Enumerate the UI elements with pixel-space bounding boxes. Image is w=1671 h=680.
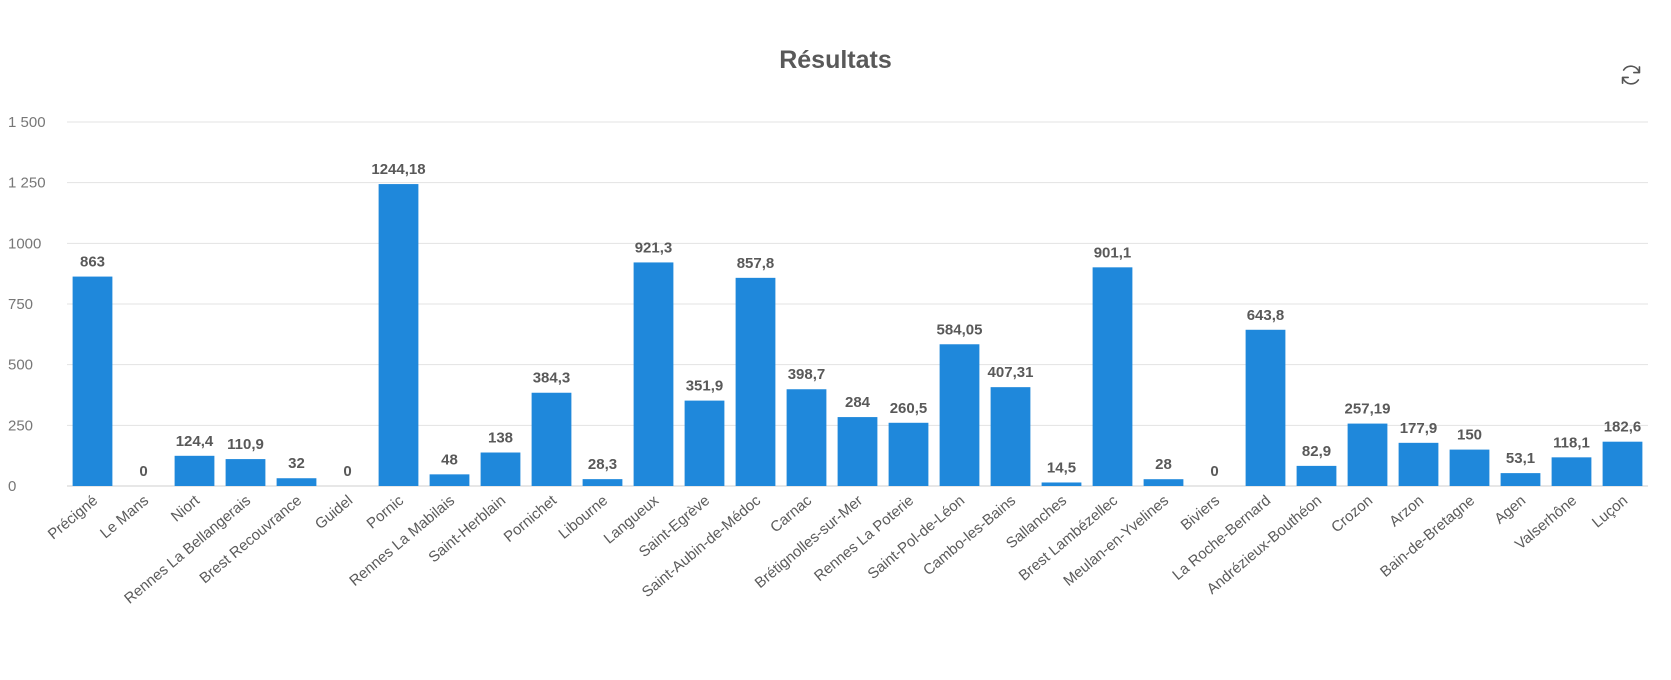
y-tick-label: 1 250 (8, 175, 46, 192)
data-label: 110,9 (227, 436, 264, 453)
data-label: 257,19 (1345, 401, 1391, 418)
y-tick-label: 1000 (8, 235, 41, 252)
bar[interactable] (1143, 479, 1184, 486)
y-tick-label: 500 (8, 357, 33, 374)
x-tick-label: Crozon (1328, 492, 1376, 536)
x-tick-label: Le Mans (97, 492, 152, 542)
x-tick-label: Agen (1491, 492, 1529, 528)
bar[interactable] (1245, 329, 1286, 486)
chart-title: Résultats (779, 46, 892, 74)
x-tick-label: Biviers (1178, 492, 1223, 534)
bar[interactable] (174, 455, 215, 486)
refresh-button[interactable] (1616, 60, 1646, 90)
bar[interactable] (1092, 267, 1133, 486)
x-tick-label: Niort (168, 492, 204, 526)
x-tick-label: Bain-de-Bretagne (1377, 492, 1478, 581)
bar[interactable] (735, 277, 776, 486)
y-tick-label: 1 500 (8, 114, 46, 131)
bar[interactable] (531, 392, 572, 486)
data-label: 48 (441, 451, 458, 468)
bar[interactable] (72, 276, 113, 486)
bar[interactable] (837, 417, 878, 486)
bar[interactable] (1041, 482, 1082, 486)
data-label: 857,8 (737, 255, 775, 272)
data-label: 182,6 (1604, 419, 1642, 436)
data-label: 150 (1457, 427, 1482, 444)
data-label: 53,1 (1506, 450, 1535, 467)
data-label: 260,5 (890, 400, 928, 417)
data-label: 407,31 (988, 364, 1034, 381)
data-label: 351,9 (686, 378, 724, 395)
bar[interactable] (1296, 465, 1337, 486)
bar[interactable] (1347, 423, 1388, 486)
x-tick-label: Carnac (767, 492, 815, 536)
data-label: 14,5 (1047, 459, 1076, 476)
bar[interactable] (429, 474, 470, 486)
y-tick-label: 0 (8, 478, 16, 495)
bar[interactable] (939, 344, 980, 486)
data-label: 0 (343, 463, 351, 480)
data-label: 921,3 (635, 239, 673, 256)
x-tick-label: Cambo-les-Bains (920, 492, 1019, 579)
x-tick-label: Pornic (364, 492, 408, 533)
bar[interactable] (684, 400, 725, 486)
x-tick-label: Luçon (1589, 492, 1631, 531)
y-tick-label: 250 (8, 417, 33, 434)
bar[interactable] (1602, 441, 1643, 486)
data-label: 863 (80, 254, 105, 271)
data-label: 901,1 (1094, 244, 1132, 261)
bar[interactable] (888, 422, 929, 486)
data-label: 82,9 (1302, 443, 1331, 460)
data-label: 643,8 (1247, 307, 1285, 324)
x-tick-label: Pornichet (501, 492, 561, 546)
data-label: 398,7 (788, 366, 826, 383)
data-label: 118,1 (1553, 434, 1590, 451)
y-tick-label: 750 (8, 296, 33, 313)
bar[interactable] (1551, 457, 1592, 486)
bar[interactable] (225, 459, 266, 486)
refresh-icon (1621, 65, 1641, 85)
bar[interactable] (1398, 442, 1439, 486)
bar[interactable] (1500, 473, 1541, 486)
bar[interactable] (1449, 449, 1490, 486)
x-tick-label: Arzon (1386, 492, 1427, 530)
x-tick-label: Guidel (312, 492, 356, 533)
data-label: 1244,18 (371, 161, 425, 178)
bar[interactable] (276, 478, 317, 486)
data-label: 177,9 (1400, 420, 1438, 437)
bar[interactable] (480, 452, 521, 486)
bar[interactable] (378, 184, 419, 486)
data-label: 584,05 (937, 321, 983, 338)
data-label: 28 (1155, 456, 1172, 473)
bar[interactable] (633, 262, 674, 486)
data-label: 0 (1210, 463, 1218, 480)
data-label: 32 (288, 455, 305, 472)
bar[interactable] (786, 389, 827, 486)
data-label: 28,3 (588, 456, 617, 473)
data-label: 384,3 (533, 370, 571, 387)
bar[interactable] (582, 479, 623, 486)
data-label: 124,4 (176, 433, 214, 450)
data-label: 0 (139, 463, 147, 480)
x-tick-label: Précigné (45, 492, 101, 543)
data-label: 138 (488, 430, 513, 447)
bar[interactable] (990, 387, 1031, 486)
data-label: 284 (845, 394, 871, 411)
